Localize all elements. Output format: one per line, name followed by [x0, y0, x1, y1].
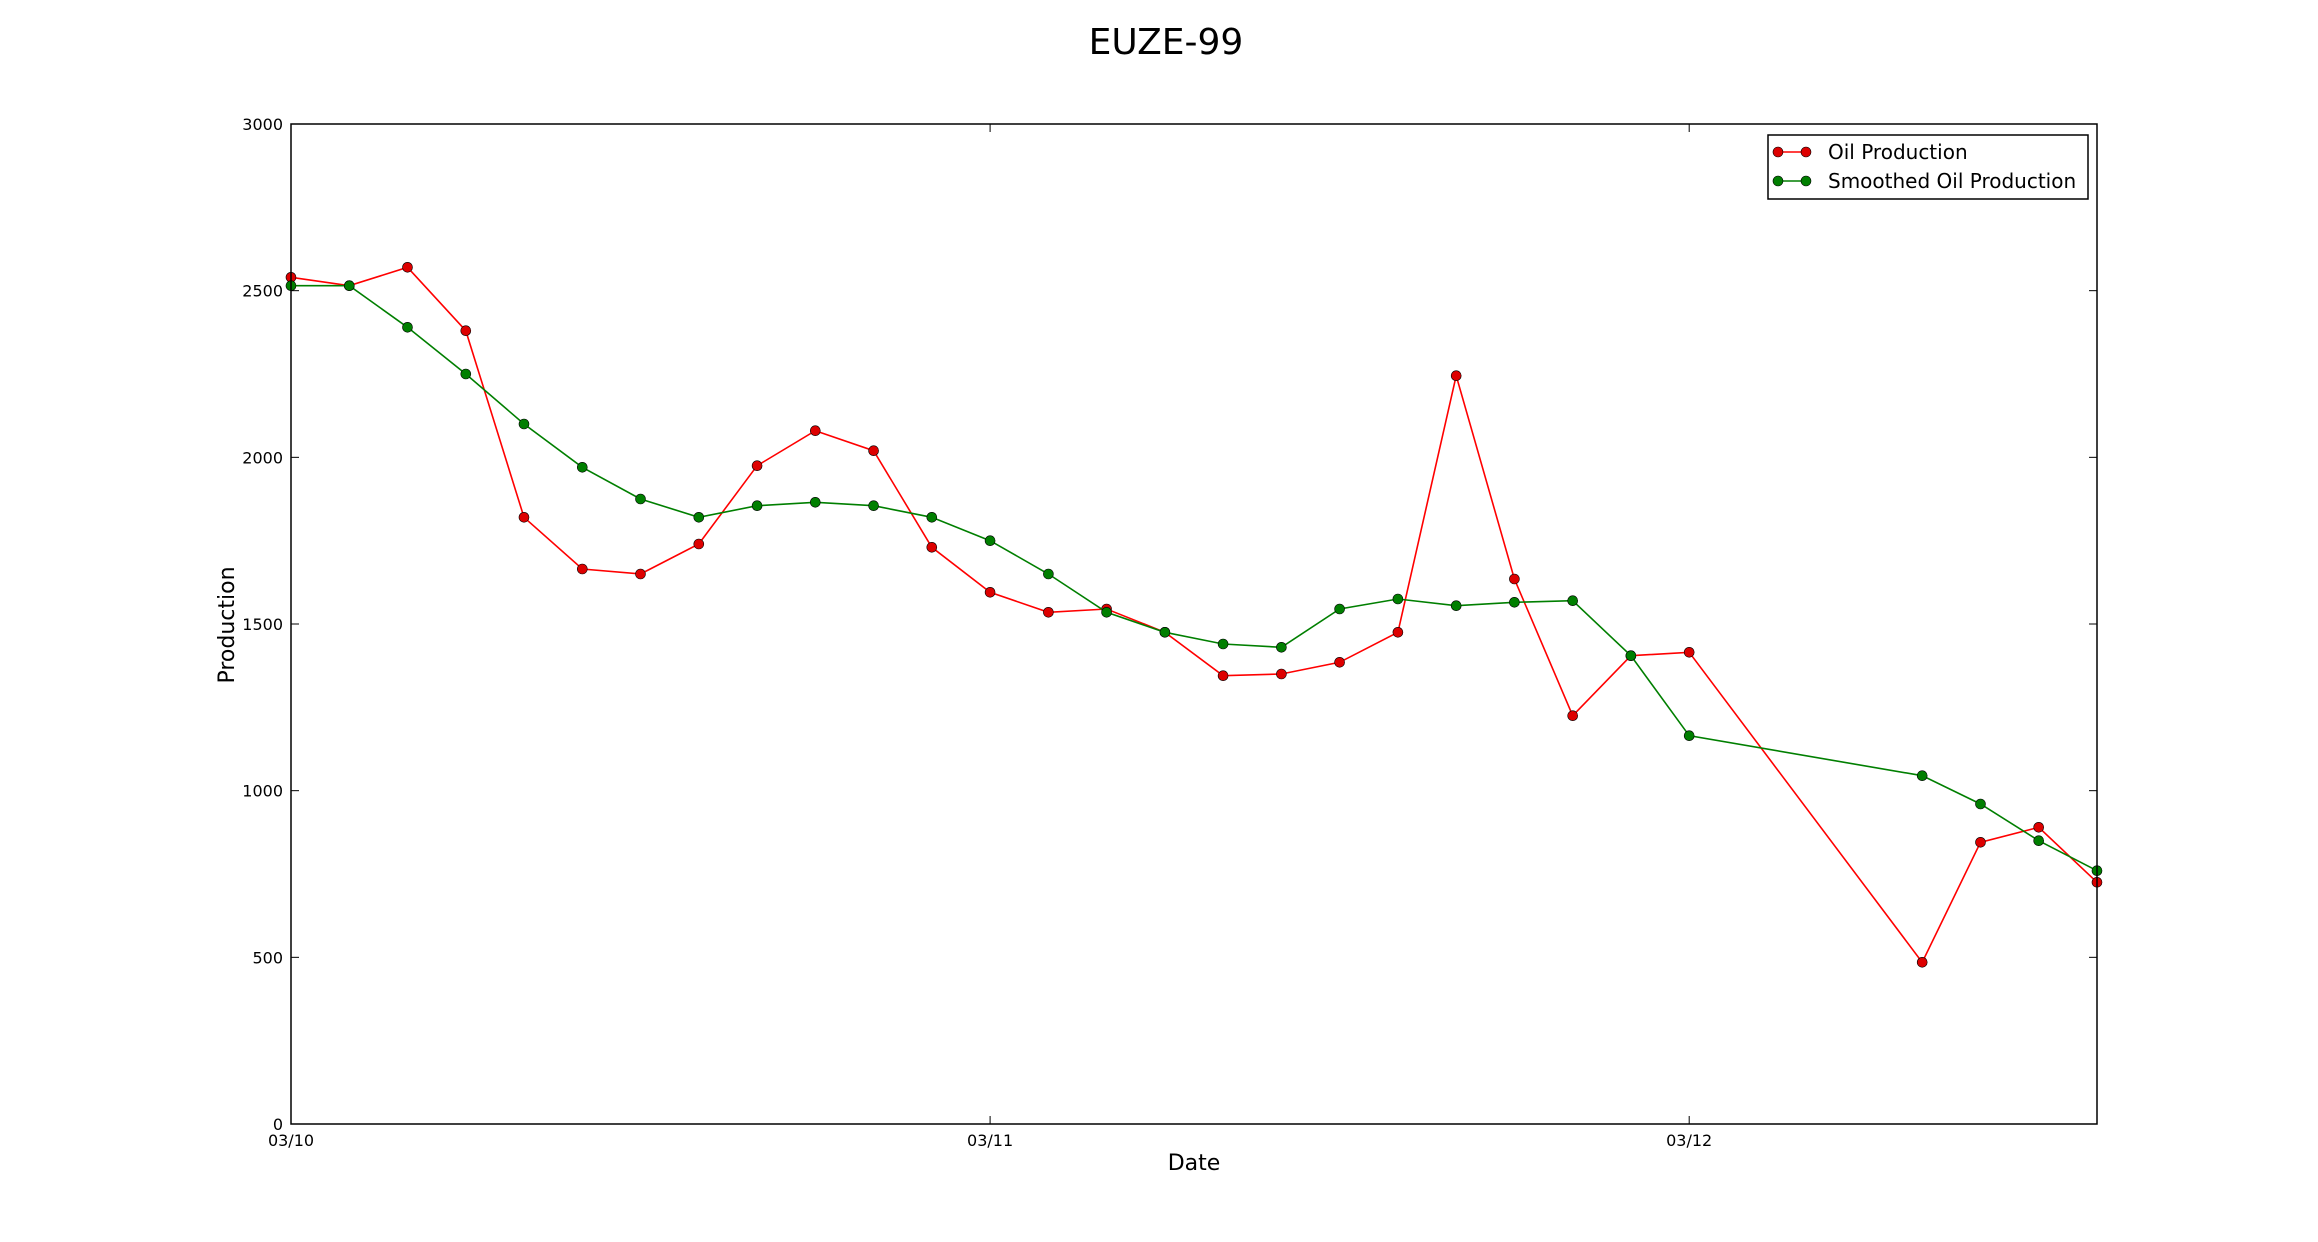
x-tick-label: 03/12: [1666, 1131, 1712, 1150]
legend-marker: [1800, 146, 1812, 158]
legend-item: Oil Production: [1772, 140, 1968, 164]
data-point: [693, 538, 705, 550]
y-tick-label: 3000: [242, 115, 283, 134]
series-line: [291, 284, 2098, 872]
data-point: [809, 425, 821, 437]
chart-title: EUZE-99: [1089, 22, 1244, 63]
series-line: [290, 266, 2098, 964]
data-point: [809, 496, 821, 508]
x-tick-label: 03/10: [268, 1131, 314, 1150]
data-point: [1217, 670, 1229, 682]
legend-box: [1767, 134, 2089, 200]
data-point: [343, 280, 355, 292]
data-point: [1334, 656, 1345, 668]
y-axis-label: Production: [215, 566, 240, 683]
data-point: [1567, 595, 1578, 607]
data-point: [576, 563, 588, 575]
data-point: [1916, 956, 1928, 968]
data-point: [1043, 606, 1054, 618]
y-tick-label: 2500: [242, 282, 283, 301]
legend-item: Smoothed Oil Production: [1772, 169, 2076, 193]
data-point: [1276, 668, 1287, 680]
data-point: [751, 460, 763, 472]
data-point: [868, 445, 879, 457]
data-point: [1916, 770, 1928, 782]
data-point: [2033, 821, 2044, 833]
legend-items: Oil Production Smoothed Oil Production: [1772, 140, 2076, 193]
data-point: [1509, 596, 1520, 608]
data-point: [1392, 593, 1404, 605]
data-point: [1567, 710, 1578, 722]
data-point: [402, 321, 413, 333]
legend-marker: [1800, 175, 1812, 187]
data-point: [1276, 641, 1287, 653]
legend-marker: [1772, 175, 1784, 187]
data-point: [2033, 835, 2044, 847]
data-point: [1975, 836, 1986, 848]
data-point: [518, 511, 530, 523]
data-point: [1392, 626, 1404, 638]
series-oil-production: [285, 261, 2103, 968]
data-point: [635, 568, 646, 580]
data-point: [751, 500, 763, 512]
legend-marker: [1772, 146, 1784, 158]
data-point: [576, 461, 588, 473]
data-point: [402, 261, 413, 273]
y-tick-label: 2000: [242, 448, 283, 467]
data-point: [984, 535, 996, 547]
series-layer: [285, 261, 2103, 968]
x-axis: 03/10 03/11 03/12: [268, 124, 1712, 1150]
data-point: [1975, 798, 1986, 810]
data-point: [518, 418, 530, 430]
x-tick-label: 03/11: [967, 1131, 1013, 1150]
data-point: [1450, 370, 1462, 382]
plot-frame: [290, 123, 2098, 1125]
data-point: [1683, 646, 1695, 658]
data-point: [868, 500, 879, 512]
data-point: [1450, 600, 1462, 612]
series-smoothed-oil-production: [285, 280, 2103, 877]
data-point: [693, 511, 705, 523]
data-point: [1625, 650, 1637, 662]
legend-label: Smoothed Oil Production: [1828, 169, 2076, 193]
y-tick-label: 0: [273, 1115, 283, 1134]
data-point: [1043, 568, 1054, 580]
data-point: [1159, 626, 1171, 638]
data-point: [635, 493, 646, 505]
data-point: [460, 368, 472, 380]
legend-label: Oil Production: [1828, 140, 1968, 164]
data-point: [460, 325, 472, 337]
data-point: [1334, 603, 1345, 615]
data-point: [984, 586, 996, 598]
y-tick-label: 500: [252, 948, 283, 967]
data-point: [926, 541, 938, 553]
data-point: [926, 511, 938, 523]
y-tick-label: 1000: [242, 782, 283, 801]
y-tick-label: 1500: [242, 615, 283, 634]
data-point: [1509, 573, 1520, 585]
data-point: [1101, 606, 1112, 618]
data-point: [1683, 730, 1695, 742]
legend: Oil Production Smoothed Oil Production: [1767, 134, 2089, 200]
x-axis-label: Date: [1168, 1151, 1221, 1176]
data-point: [1217, 638, 1229, 650]
y-axis: 0 500 1000 1500 2000 2500 3000: [242, 115, 2097, 1134]
